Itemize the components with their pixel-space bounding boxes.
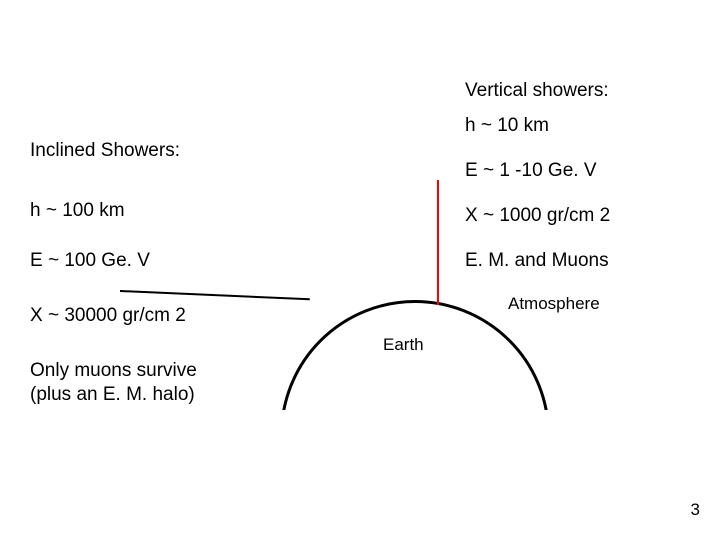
value-x-inclined: X ~ 30000 gr/cm 2	[30, 305, 186, 327]
value-e-inclined: E ~ 100 Ge. V	[30, 250, 150, 272]
value-composition-inclined-2: (plus an E. M. halo)	[30, 384, 195, 406]
value-x-vertical: X ~ 1000 gr/cm 2	[465, 205, 610, 227]
value-h-vertical: h ~ 10 km	[465, 115, 549, 137]
earth-arc	[280, 300, 550, 410]
value-composition-inclined-1: Only muons survive	[30, 360, 197, 382]
value-h-inclined: h ~ 100 km	[30, 200, 125, 222]
diagram-stage: Vertical showers: h ~ 10 km E ~ 1 -10 Ge…	[0, 0, 720, 540]
value-e-vertical: E ~ 1 -10 Ge. V	[465, 160, 597, 182]
value-composition-vertical: E. M. and Muons	[465, 250, 609, 272]
heading-vertical: Vertical showers:	[465, 80, 609, 102]
heading-inclined: Inclined Showers:	[30, 140, 180, 162]
inclined-shower-line	[120, 290, 310, 300]
vertical-shower-line	[437, 180, 439, 305]
earth-arc-clip	[280, 300, 550, 410]
page-number: 3	[691, 500, 700, 520]
